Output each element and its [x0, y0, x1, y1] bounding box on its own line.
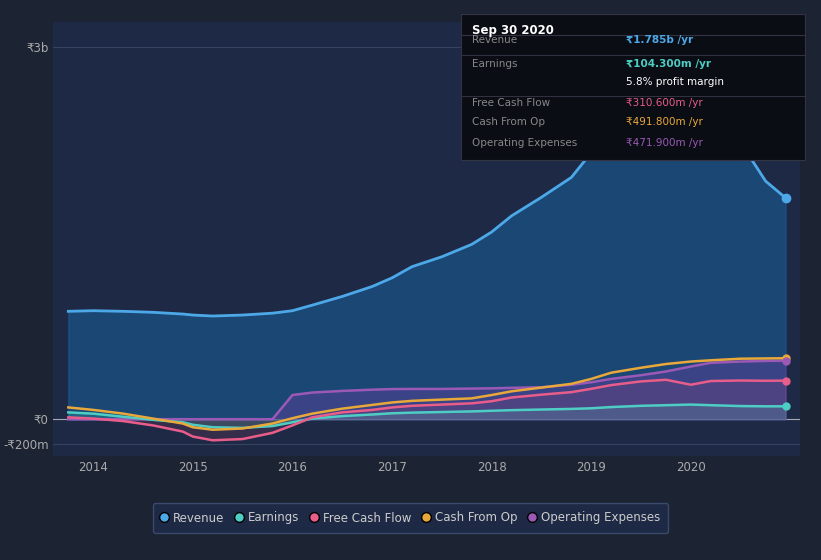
Text: ₹104.300m /yr: ₹104.300m /yr [626, 58, 711, 68]
Text: Earnings: Earnings [472, 58, 517, 68]
Text: Cash From Op: Cash From Op [472, 118, 544, 128]
Text: 5.8% profit margin: 5.8% profit margin [626, 77, 724, 87]
Text: ₹471.900m /yr: ₹471.900m /yr [626, 138, 703, 148]
Text: ₹310.600m /yr: ₹310.600m /yr [626, 98, 703, 108]
Legend: Revenue, Earnings, Free Cash Flow, Cash From Op, Operating Expenses: Revenue, Earnings, Free Cash Flow, Cash … [153, 503, 668, 533]
Text: Revenue: Revenue [472, 35, 517, 45]
Text: ₹1.785b /yr: ₹1.785b /yr [626, 35, 693, 45]
Text: ₹491.800m /yr: ₹491.800m /yr [626, 118, 703, 128]
Text: Sep 30 2020: Sep 30 2020 [472, 24, 553, 37]
Text: Free Cash Flow: Free Cash Flow [472, 98, 550, 108]
Text: Operating Expenses: Operating Expenses [472, 138, 577, 148]
